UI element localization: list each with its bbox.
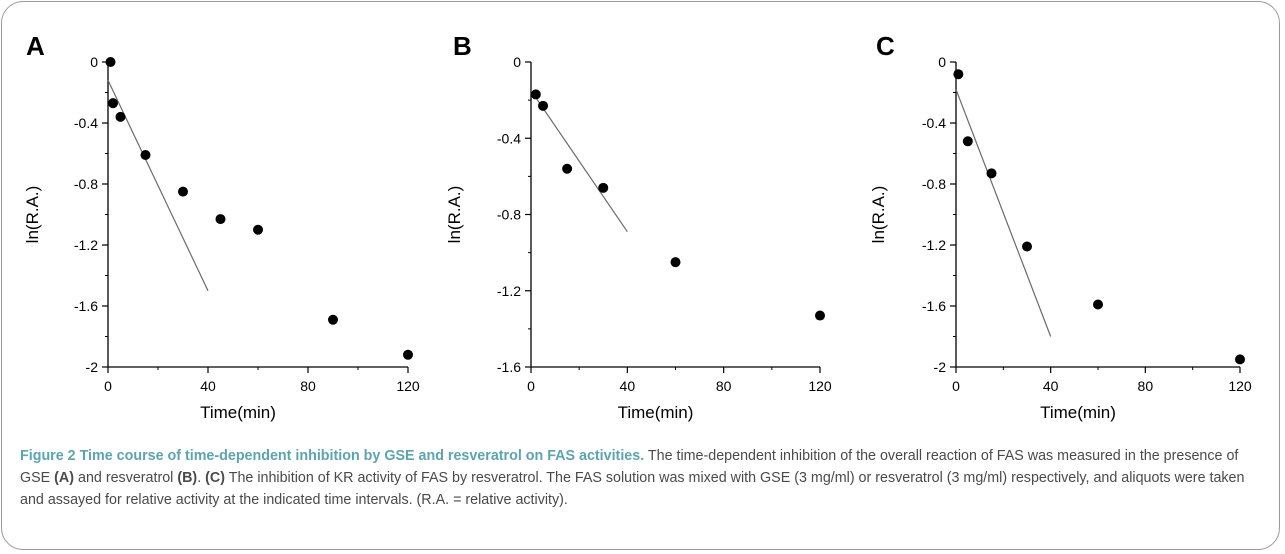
x-tick-label: 40	[620, 378, 636, 394]
figure-panels: A 0 -0.4 -0.8 -1.2 -1.6 -2 0 40 80 120 Time(min) ln(…	[23, 31, 1252, 422]
data-point	[538, 100, 549, 111]
figure-caption: Figure 2 Time course of time-dependent i…	[20, 445, 1265, 511]
y-tick-label: 0	[90, 54, 98, 70]
panel-letter-a: A	[26, 31, 45, 61]
fit-line	[955, 89, 1052, 337]
y-tick-label: 0	[513, 54, 521, 70]
x-tick-label: 40	[1043, 378, 1059, 394]
caption-ref-c: (C)	[205, 470, 226, 486]
y-tick-label: -0.8	[497, 207, 521, 223]
y-tick-label: -1.6	[922, 298, 946, 314]
x-tick-label: 80	[1138, 378, 1154, 394]
data-point	[1093, 299, 1103, 310]
caption-title: Figure 2 Time course of time-dependent i…	[20, 448, 645, 464]
y-tick-label: 0	[938, 54, 946, 70]
data-point	[115, 111, 126, 122]
panel-b: B 0 -0.4 -0.8 -1.2 -1.6 0 40 80 120 Time(min) ln(R.…	[445, 31, 832, 422]
caption-text-3: .	[197, 470, 206, 486]
x-tick-label: 80	[300, 378, 316, 394]
y-tick-label: -0.8	[74, 176, 98, 192]
panel-c: C 0 -0.4 -0.8 -1.2 -1.6 -2 0 40 80 120 Time(min) ln(…	[869, 31, 1252, 422]
caption-ref-b: (B)	[177, 470, 198, 486]
data-point	[178, 186, 188, 197]
data-point	[598, 182, 609, 193]
data-point	[530, 89, 541, 100]
x-axis-title: Time(min)	[618, 403, 694, 422]
x-tick-label: 80	[716, 378, 732, 394]
caption-text-1: The time-dependent inhibition of the ove…	[20, 448, 1239, 486]
caption-text-2: and resveratrol	[74, 470, 178, 486]
y-axis-title: ln(R.A.)	[869, 186, 888, 244]
data-point	[105, 57, 116, 67]
y-tick-label: -1.6	[497, 359, 521, 375]
x-tick-label: 0	[952, 378, 960, 394]
data-point	[986, 168, 997, 179]
caption-ref-a: (A)	[54, 470, 75, 486]
x-tick-label: 40	[200, 378, 216, 394]
y-axis-title: ln(R.A.)	[445, 186, 464, 244]
panel-a: A 0 -0.4 -0.8 -1.2 -1.6 -2 0 40 80 120 Time(min) ln(…	[23, 31, 420, 422]
data-point	[1022, 241, 1032, 252]
y-tick-label: -1.6	[74, 298, 98, 314]
fit-line	[530, 90, 628, 232]
y-axis-title: ln(R.A.)	[23, 186, 42, 244]
y-tick-label: -1.2	[922, 237, 946, 253]
x-tick-label: 120	[808, 378, 832, 394]
data-point	[815, 310, 825, 321]
y-tick-label: -0.4	[497, 130, 521, 146]
y-tick-label: -0.4	[74, 115, 98, 131]
y-tick-label: -2	[86, 359, 99, 375]
panel-letter-b: B	[453, 31, 472, 61]
data-point	[1235, 354, 1245, 365]
data-point	[253, 224, 263, 235]
y-tick-label: -0.8	[922, 176, 946, 192]
y-tick-label: -1.2	[74, 237, 98, 253]
y-tick-label: -1.2	[497, 283, 521, 299]
data-point	[140, 150, 151, 161]
data-point	[328, 314, 338, 325]
data-point	[403, 349, 413, 360]
x-tick-label: 120	[1228, 378, 1252, 394]
x-tick-label: 0	[527, 378, 535, 394]
x-axis-title: Time(min)	[200, 403, 276, 422]
x-tick-label: 120	[396, 378, 420, 394]
panel-letter-c: C	[876, 31, 895, 61]
data-point	[108, 98, 118, 109]
fit-line	[107, 80, 209, 292]
data-point	[953, 69, 964, 80]
x-axis-title: Time(min)	[1040, 403, 1116, 422]
data-point	[215, 214, 226, 225]
data-point	[962, 136, 973, 147]
y-tick-label: -2	[934, 359, 947, 375]
data-point	[670, 257, 681, 268]
y-tick-label: -0.4	[922, 115, 946, 131]
caption-text-4: The inhibition of KR activity of FAS by …	[20, 470, 1245, 508]
x-tick-label: 0	[104, 378, 112, 394]
data-point	[562, 163, 573, 174]
